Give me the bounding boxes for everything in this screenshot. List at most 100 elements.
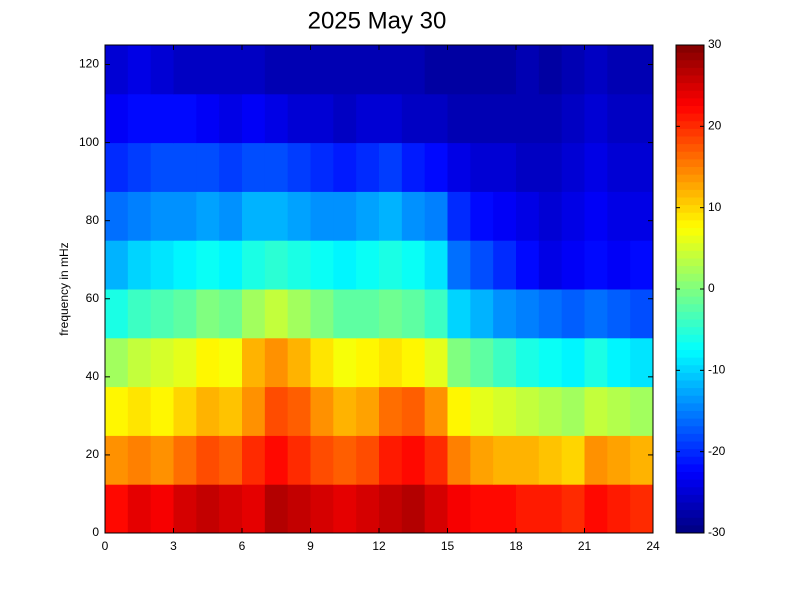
heatmap-cell <box>219 337 243 388</box>
heatmap-cell <box>630 484 654 534</box>
heatmap-cell <box>561 142 585 192</box>
heatmap-cell <box>379 337 403 388</box>
heatmap-cell <box>401 142 426 192</box>
heatmap-cell <box>105 240 129 290</box>
heatmap-cell <box>516 484 540 534</box>
heatmap-cell <box>630 93 654 144</box>
heatmap-cell <box>561 386 585 436</box>
colorbar-swatch <box>676 426 704 435</box>
heatmap-cell <box>356 191 380 241</box>
heatmap-cell <box>150 142 174 192</box>
heatmap-cell <box>127 386 152 436</box>
heatmap-cell <box>584 484 608 534</box>
colorbar-swatch <box>676 479 704 488</box>
colorbar-swatch <box>676 441 704 450</box>
heatmap-cell <box>242 484 266 534</box>
heatmap-cell <box>333 191 357 241</box>
heatmap-cell <box>516 191 540 241</box>
heatmap-cell <box>105 337 129 388</box>
heatmap-cell <box>470 289 494 339</box>
heatmap-cell <box>470 191 494 241</box>
heatmap-cell <box>127 240 152 290</box>
heatmap-cell <box>219 386 243 436</box>
heatmap-cell <box>105 289 129 339</box>
heatmap-cell <box>150 386 174 436</box>
heatmap-cell <box>287 45 311 95</box>
heatmap-cell <box>561 45 585 95</box>
colorbar-swatch <box>676 121 704 130</box>
heatmap-cell <box>173 93 197 144</box>
heatmap-cell <box>356 289 380 339</box>
heatmap-cell <box>493 337 517 388</box>
heatmap-cell <box>310 484 334 534</box>
heatmap-cell <box>379 435 403 485</box>
heatmap-cell <box>242 45 266 95</box>
heatmap-cell <box>287 93 311 144</box>
heatmap-cell <box>379 45 403 95</box>
heatmap-cell <box>424 191 448 241</box>
x-tick-label: 24 <box>646 539 660 553</box>
colorbar-swatch <box>676 525 704 534</box>
heatmap-cell <box>607 142 631 192</box>
colorbar-swatch <box>676 510 704 519</box>
heatmap-cell <box>356 484 380 534</box>
heatmap-cell <box>493 484 517 534</box>
colorbar-swatch <box>676 327 704 336</box>
heatmap-cell <box>379 191 403 241</box>
heatmap-cell <box>196 484 220 534</box>
heatmap-cell <box>538 337 563 388</box>
heatmap-cell <box>424 45 448 95</box>
colorbar-swatch <box>676 243 704 252</box>
heatmap-cell <box>105 142 129 192</box>
colorbar-swatch <box>676 228 704 237</box>
heatmap-cell <box>287 337 311 388</box>
y-tick-label: 20 <box>86 447 100 461</box>
heatmap-cell <box>105 93 129 144</box>
heatmap-cell <box>379 142 403 192</box>
heatmap-cell <box>538 386 563 436</box>
heatmap-cell <box>333 337 357 388</box>
heatmap-cell <box>287 386 311 436</box>
heatmap-cell <box>196 240 220 290</box>
heatmap-cell <box>401 45 426 95</box>
heatmap-cell <box>264 191 289 241</box>
heatmap-cell <box>630 240 654 290</box>
heatmap-cell <box>470 142 494 192</box>
heatmap-cell <box>173 142 197 192</box>
heatmap-cell <box>219 45 243 95</box>
y-tick-label: 40 <box>86 369 100 383</box>
heatmap-cell <box>333 289 357 339</box>
colorbar-swatch <box>676 273 704 282</box>
heatmap-cell <box>630 191 654 241</box>
heatmap-cell <box>493 289 517 339</box>
heatmap-cell <box>310 435 334 485</box>
colorbar-tick-label: -30 <box>708 525 726 539</box>
heatmap-cell <box>470 337 494 388</box>
heatmap-cell <box>584 435 608 485</box>
heatmap-cell <box>561 191 585 241</box>
heatmap-cell <box>310 240 334 290</box>
colorbar-swatch <box>676 212 704 221</box>
heatmap-cell <box>196 337 220 388</box>
heatmap-cell <box>470 240 494 290</box>
heatmap-cell <box>333 240 357 290</box>
heatmap-cell <box>447 386 471 436</box>
heatmap-cell <box>607 435 631 485</box>
heatmap-cell <box>447 93 471 144</box>
colorbar-swatch <box>676 350 704 359</box>
heatmap-cell <box>516 289 540 339</box>
colorbar-swatch <box>676 90 704 99</box>
heatmap-cell <box>424 386 448 436</box>
x-tick-label: 6 <box>239 539 246 553</box>
colorbar-swatch <box>676 106 704 115</box>
heatmap-cell <box>356 386 380 436</box>
heatmap-cell <box>516 45 540 95</box>
heatmap-cell <box>264 484 289 534</box>
heatmap-cell <box>401 386 426 436</box>
heatmap-cell <box>584 386 608 436</box>
heatmap-cell <box>630 142 654 192</box>
y-tick-label: 80 <box>86 213 100 227</box>
colorbar-swatch <box>676 144 704 153</box>
x-tick-label: 12 <box>372 539 386 553</box>
heatmap-cell <box>333 142 357 192</box>
